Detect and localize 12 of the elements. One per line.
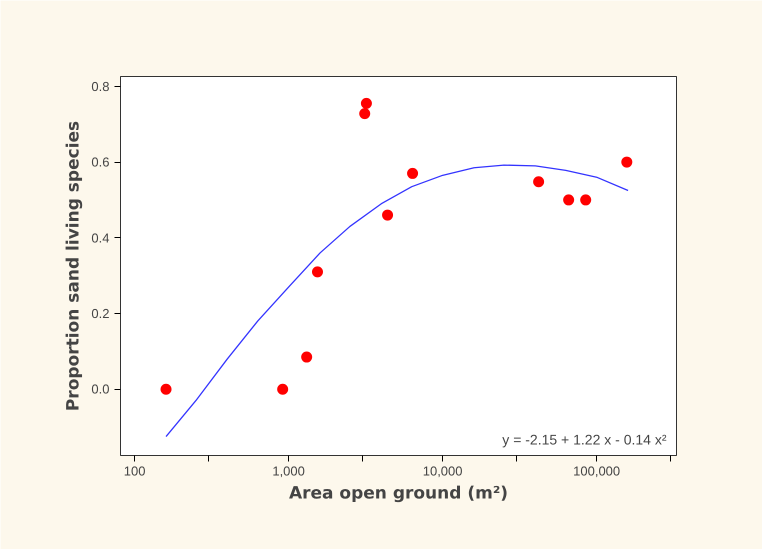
x-tick-label: 10,000 xyxy=(422,464,463,478)
annotation: y = -2.15 + 1.22 x - 0.14 x² xyxy=(502,432,667,448)
x-tick-label: 100 xyxy=(124,464,146,478)
x-tick-label: 1,000 xyxy=(272,464,305,478)
y-tick-label: 0.6 xyxy=(91,154,110,170)
y-axis-title: Proportion sand living species xyxy=(63,120,84,412)
y-tick-label: 0.0 xyxy=(91,382,110,397)
y-tick-label: 0.2 xyxy=(91,306,110,322)
x-axis-title: Area open ground (m²) xyxy=(288,484,508,504)
y-tick-label: 0.4 xyxy=(91,230,110,246)
x-tick-label: 100,000 xyxy=(573,464,620,478)
y-tick-label: 0.8 xyxy=(91,78,110,94)
